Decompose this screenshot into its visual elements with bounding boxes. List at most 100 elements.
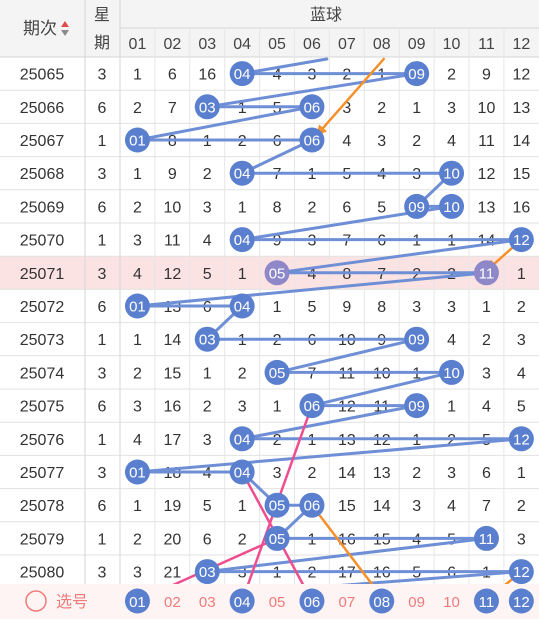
miss-count-cell: 9: [342, 299, 351, 316]
miss-count-cell: 3: [377, 133, 386, 150]
miss-count-cell: 4: [482, 399, 491, 416]
period-cell: 25065: [20, 67, 65, 84]
miss-count-cell: 21: [163, 565, 181, 582]
trend-line-segment: [240, 138, 314, 175]
column-header-01: 01: [129, 36, 147, 53]
miss-count-cell: 4: [447, 133, 456, 150]
miss-count-cell: 1: [517, 266, 526, 283]
weekday-cell: 6: [98, 199, 107, 216]
ball-number: 09: [408, 398, 425, 415]
miss-count-cell: 11: [478, 133, 495, 150]
miss-count-cell: 2: [482, 332, 491, 349]
miss-count-cell: 3: [273, 465, 282, 482]
miss-count-cell: 4: [133, 266, 142, 283]
select-label[interactable]: 选号: [56, 593, 88, 611]
miss-count-cell: 1: [517, 465, 526, 482]
miss-count-cell: 5: [203, 266, 212, 283]
ball-06: [299, 393, 325, 419]
ball-05: [264, 492, 290, 518]
miss-count-cell: 2: [238, 531, 247, 548]
miss-count-cell: 6: [203, 531, 212, 548]
miss-count-cell: 4: [447, 332, 456, 349]
sort-icon[interactable]: [61, 21, 69, 36]
miss-count-cell: 5: [517, 399, 526, 416]
miss-count-cell: 2: [133, 365, 142, 382]
ball-06: [299, 127, 325, 153]
select-radio[interactable]: [25, 590, 47, 612]
miss-count-cell: 5: [307, 299, 316, 316]
miss-count-cell: 3: [203, 199, 212, 216]
miss-count-cell: 3: [342, 100, 351, 117]
select-number-03[interactable]: 03: [199, 594, 216, 611]
period-cell: 25075: [20, 399, 65, 416]
miss-count-cell: 1: [447, 399, 456, 416]
miss-count-cell: 1: [133, 166, 142, 183]
select-number-05[interactable]: 05: [269, 594, 286, 611]
ball-09: [404, 193, 430, 219]
ball-number: 06: [304, 498, 321, 515]
ball-05: [264, 260, 290, 286]
miss-count-cell: 1: [238, 266, 247, 283]
trend-line-segment: [135, 105, 314, 142]
ball-04: [229, 227, 255, 253]
trend-line-segment: [205, 72, 419, 109]
miss-count-cell: 3: [412, 299, 421, 316]
miss-count-cell: 10: [163, 199, 181, 216]
column-header-02: 02: [163, 36, 181, 53]
period-header[interactable]: 期次: [23, 19, 57, 38]
ball-04: [229, 61, 255, 87]
select-ball-01[interactable]: [124, 588, 150, 614]
ball-01: [124, 127, 150, 153]
select-number-11[interactable]: 11: [479, 594, 495, 611]
select-number-08[interactable]: 08: [373, 594, 390, 611]
select-ball-12[interactable]: [508, 588, 534, 614]
miss-count-cell: 3: [447, 299, 456, 316]
miss-count-cell: 12: [163, 266, 181, 283]
select-number-12[interactable]: 12: [513, 594, 530, 611]
period-cell: 25067: [20, 133, 65, 150]
select-number-10[interactable]: 10: [443, 594, 460, 611]
miss-count-cell: 16: [163, 399, 181, 416]
miss-count-cell: 19: [163, 498, 181, 515]
select-number-06[interactable]: 06: [304, 594, 321, 611]
select-row: 选号 01 02 03 04 05 06 07 08 09 10 11 12: [0, 584, 539, 619]
trend-line-segment: [240, 57, 329, 76]
miss-count-cell: 15: [338, 498, 356, 515]
ball-10: [439, 359, 465, 385]
miss-count-cell: 1: [482, 299, 491, 316]
miss-count-cell: 15: [163, 365, 181, 382]
weekday-cell: 6: [98, 100, 107, 117]
miss-count-cell: 16: [512, 199, 530, 216]
ball-05: [264, 525, 290, 551]
select-numbers: 01 02 03 04 05 06 07 08 09 10 11 12: [124, 588, 534, 614]
miss-count-cell: 2: [203, 166, 212, 183]
ball-05: [264, 359, 290, 385]
ball-06: [299, 94, 325, 120]
row-background: [0, 389, 539, 423]
column-header-05: 05: [268, 36, 286, 53]
weekday-header-top: 星: [94, 7, 110, 24]
miss-count-cell: 6: [482, 465, 491, 482]
select-ball-08[interactable]: [369, 588, 395, 614]
select-number-02[interactable]: 02: [164, 594, 181, 611]
select-number-07[interactable]: 07: [339, 594, 356, 611]
period-cell: 25076: [20, 432, 65, 449]
miss-count-cell: 17: [163, 432, 181, 449]
miss-count-cell: 4: [342, 133, 351, 150]
miss-count-cell: 12: [512, 67, 530, 84]
select-ball-06[interactable]: [299, 588, 325, 614]
trend-line-segment: [240, 404, 419, 441]
ball-number: 04: [234, 166, 251, 183]
select-number-04[interactable]: 04: [234, 594, 251, 611]
weekday-header-bottom: 期: [94, 34, 110, 52]
miss-count-cell: 4: [447, 498, 456, 515]
select-number-09[interactable]: 09: [408, 594, 425, 611]
ball-number: 09: [408, 332, 425, 349]
select-ball-11[interactable]: [473, 588, 499, 614]
select-number-01[interactable]: 01: [129, 594, 146, 611]
select-ball-04[interactable]: [229, 588, 255, 614]
trend-line-segment: [135, 437, 523, 474]
miss-count-cell: 14: [163, 332, 181, 349]
miss-count-cell: 8: [273, 199, 282, 216]
